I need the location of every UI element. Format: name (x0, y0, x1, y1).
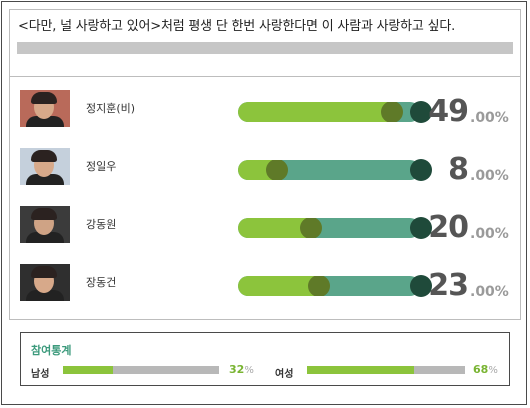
vote-bar-knob (308, 276, 331, 296)
candidate-list: 정지훈(비) 49 .00% 정일우 8 .00% (9, 76, 521, 320)
vote-bar-knob (266, 160, 289, 180)
vote-percent-int: 20 (428, 210, 469, 245)
vote-bar-endcap (410, 217, 432, 239)
vote-percent-dec: .00% (470, 284, 509, 300)
vote-bar-endcap (410, 101, 432, 123)
candidate-photo (20, 90, 70, 127)
poll-header: <다만, 널 사랑하고 있어>처럼 평생 단 한번 사랑한다면 이 사람과 사랑… (9, 9, 521, 77)
vote-percent-dec: .00% (470, 168, 509, 184)
male-percent: 32% (229, 363, 254, 376)
vote-percent: 49 .00% (428, 94, 520, 130)
candidate-name: 정지훈(비) (86, 102, 136, 115)
female-bar-fill (307, 366, 415, 374)
stats-title: 참여통계 (31, 344, 72, 357)
vote-percent-int: 49 (428, 94, 469, 129)
poll-question: <다만, 널 사랑하고 있어>처럼 평생 단 한번 사랑한다면 이 사람과 사랑… (18, 19, 456, 34)
female-label: 여성 (275, 369, 294, 380)
candidate-photo (20, 264, 70, 301)
vote-percent-dec: .00% (470, 226, 509, 242)
vote-percent: 23 .00% (428, 268, 520, 304)
female-percent-value: 68 (473, 363, 489, 376)
vote-bar-fill (238, 276, 320, 296)
vote-bar (238, 160, 420, 180)
vote-percent-dec: .00% (470, 110, 509, 126)
participation-stats: 참여통계 남성 32% 여성 68% (20, 332, 510, 386)
candidate-name: 장동건 (86, 276, 117, 289)
male-label: 남성 (31, 369, 50, 380)
vote-bar-fill (238, 102, 393, 122)
vote-percent-int: 8 (448, 152, 469, 187)
male-percent-value: 32 (229, 363, 245, 376)
female-percent-unit: % (488, 365, 498, 376)
header-divider-bar (17, 42, 513, 54)
vote-bar-knob (381, 102, 404, 122)
vote-bar-fill (238, 218, 311, 238)
vote-percent-int: 23 (428, 268, 469, 303)
candidate-photo (20, 206, 70, 243)
candidate-row[interactable]: 정지훈(비) 49 .00% (10, 84, 520, 134)
vote-percent: 8 .00% (434, 152, 520, 188)
vote-bar-knob (300, 218, 322, 238)
candidate-row[interactable]: 정일우 8 .00% (10, 142, 520, 192)
female-bar (307, 366, 465, 374)
male-bar-fill (63, 366, 113, 374)
candidate-name: 정일우 (86, 160, 117, 173)
candidate-row[interactable]: 장동건 23 .00% (10, 258, 520, 308)
candidate-name: 강동원 (86, 218, 117, 231)
vote-percent: 20 .00% (428, 210, 520, 246)
male-bar (63, 366, 219, 374)
vote-bar-endcap (410, 275, 432, 297)
female-percent: 68% (473, 363, 498, 376)
vote-bar (238, 276, 420, 296)
candidate-photo (20, 148, 70, 185)
vote-bar (238, 102, 420, 122)
vote-bar (238, 218, 420, 238)
vote-bar-endcap (410, 159, 432, 181)
male-percent-unit: % (244, 365, 254, 376)
candidate-row[interactable]: 강동원 20 .00% (10, 200, 520, 250)
